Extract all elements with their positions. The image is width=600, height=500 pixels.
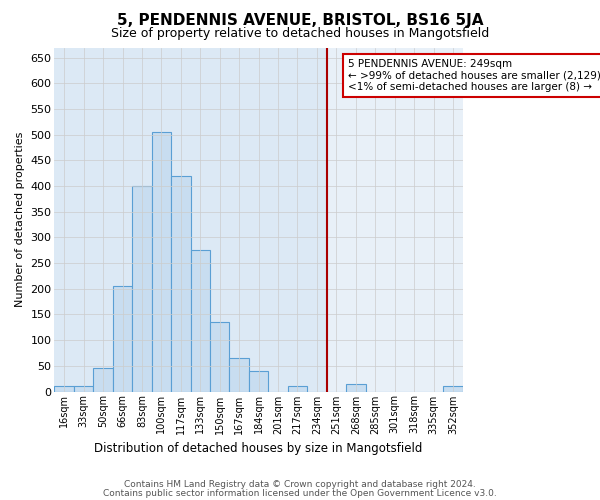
Y-axis label: Number of detached properties: Number of detached properties bbox=[15, 132, 25, 307]
Bar bbox=[74, 386, 94, 392]
Bar bbox=[210, 322, 229, 392]
Bar bbox=[152, 132, 171, 392]
Bar bbox=[346, 384, 365, 392]
Text: Size of property relative to detached houses in Mangotsfield: Size of property relative to detached ho… bbox=[111, 28, 489, 40]
Text: Contains public sector information licensed under the Open Government Licence v3: Contains public sector information licen… bbox=[103, 489, 497, 498]
Bar bbox=[171, 176, 191, 392]
Text: 5, PENDENNIS AVENUE, BRISTOL, BS16 5JA: 5, PENDENNIS AVENUE, BRISTOL, BS16 5JA bbox=[117, 12, 483, 28]
Bar bbox=[249, 371, 268, 392]
Bar bbox=[55, 48, 326, 392]
Bar bbox=[443, 386, 463, 392]
Bar bbox=[288, 386, 307, 392]
Bar bbox=[191, 250, 210, 392]
Bar bbox=[55, 386, 74, 392]
Text: 5 PENDENNIS AVENUE: 249sqm
← >99% of detached houses are smaller (2,129)
<1% of : 5 PENDENNIS AVENUE: 249sqm ← >99% of det… bbox=[348, 59, 600, 92]
X-axis label: Distribution of detached houses by size in Mangotsfield: Distribution of detached houses by size … bbox=[94, 442, 423, 455]
Text: Contains HM Land Registry data © Crown copyright and database right 2024.: Contains HM Land Registry data © Crown c… bbox=[124, 480, 476, 489]
Bar bbox=[113, 286, 132, 392]
Bar bbox=[229, 358, 249, 392]
Bar bbox=[94, 368, 113, 392]
Bar bbox=[132, 186, 152, 392]
